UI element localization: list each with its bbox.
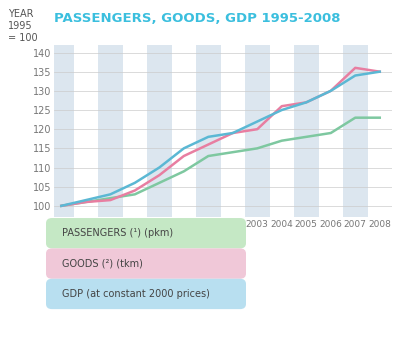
Text: YEAR: YEAR: [8, 9, 34, 19]
Bar: [196, 45, 220, 217]
Bar: [245, 45, 270, 217]
Text: PASSENGERS (¹) (pkm): PASSENGERS (¹) (pkm): [62, 228, 173, 238]
Text: GDP (at constant 2000 prices): GDP (at constant 2000 prices): [62, 289, 210, 299]
Text: GOODS (²) (tkm): GOODS (²) (tkm): [62, 259, 143, 268]
Bar: [147, 45, 172, 217]
Bar: [98, 45, 122, 217]
Text: = 100: = 100: [8, 33, 38, 43]
Bar: [294, 45, 318, 217]
Bar: [343, 45, 368, 217]
Text: PASSENGERS, GOODS, GDP 1995-2008: PASSENGERS, GOODS, GDP 1995-2008: [54, 12, 340, 25]
Text: 1995: 1995: [8, 21, 33, 31]
Bar: [49, 45, 74, 217]
